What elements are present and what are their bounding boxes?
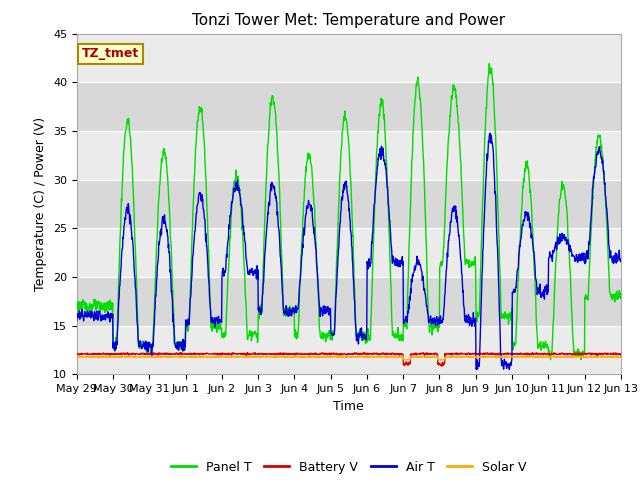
Air T [486, 131, 494, 136]
Battery V [438, 363, 446, 369]
Solar V [553, 354, 561, 360]
Battery V [505, 351, 513, 357]
Battery V [180, 351, 188, 357]
Solar V [73, 354, 81, 360]
Panel T [485, 61, 493, 67]
Bar [77, 277, 621, 326]
Solar V [434, 357, 442, 363]
Legend: Panel T, Battery V, Air T, Solar V: Panel T, Battery V, Air T, Solar V [166, 456, 531, 479]
Title: Tonzi Tower Met: Temperature and Power: Tonzi Tower Met: Temperature and Power [192, 13, 506, 28]
Air T [180, 344, 188, 350]
Battery V [553, 351, 561, 357]
Panel T [194, 119, 202, 124]
Air T [617, 258, 625, 264]
Air T [255, 304, 262, 310]
Air T [194, 201, 202, 206]
Solar V [180, 354, 188, 360]
Panel T [433, 321, 441, 327]
Solar V [617, 354, 625, 360]
Line: Panel T: Panel T [77, 64, 621, 360]
Text: TZ_tmet: TZ_tmet [82, 48, 140, 60]
Solar V [505, 354, 513, 360]
Air T [433, 317, 441, 323]
Solar V [255, 354, 263, 360]
Battery V [360, 349, 368, 355]
Panel T [255, 309, 262, 315]
Line: Battery V: Battery V [77, 352, 621, 366]
Bar [77, 131, 621, 180]
Line: Solar V: Solar V [77, 356, 621, 360]
Panel T [505, 321, 513, 327]
X-axis label: Time: Time [333, 400, 364, 413]
Bar [77, 180, 621, 228]
Bar [77, 34, 621, 82]
Air T [505, 361, 513, 367]
Line: Air T: Air T [77, 133, 621, 370]
Air T [472, 367, 480, 372]
Battery V [617, 351, 625, 357]
Battery V [194, 350, 202, 356]
Battery V [434, 351, 442, 357]
Air T [73, 318, 81, 324]
Solar V [399, 357, 407, 363]
Battery V [255, 350, 262, 356]
Panel T [547, 357, 554, 362]
Solar V [194, 354, 202, 360]
Battery V [73, 350, 81, 356]
Bar [77, 228, 621, 277]
Panel T [73, 307, 81, 312]
Panel T [553, 240, 561, 246]
Bar [77, 82, 621, 131]
Solar V [214, 353, 221, 359]
Panel T [617, 296, 625, 301]
Air T [553, 243, 561, 249]
Panel T [180, 344, 188, 350]
Bar [77, 326, 621, 374]
Y-axis label: Temperature (C) / Power (V): Temperature (C) / Power (V) [35, 117, 47, 291]
